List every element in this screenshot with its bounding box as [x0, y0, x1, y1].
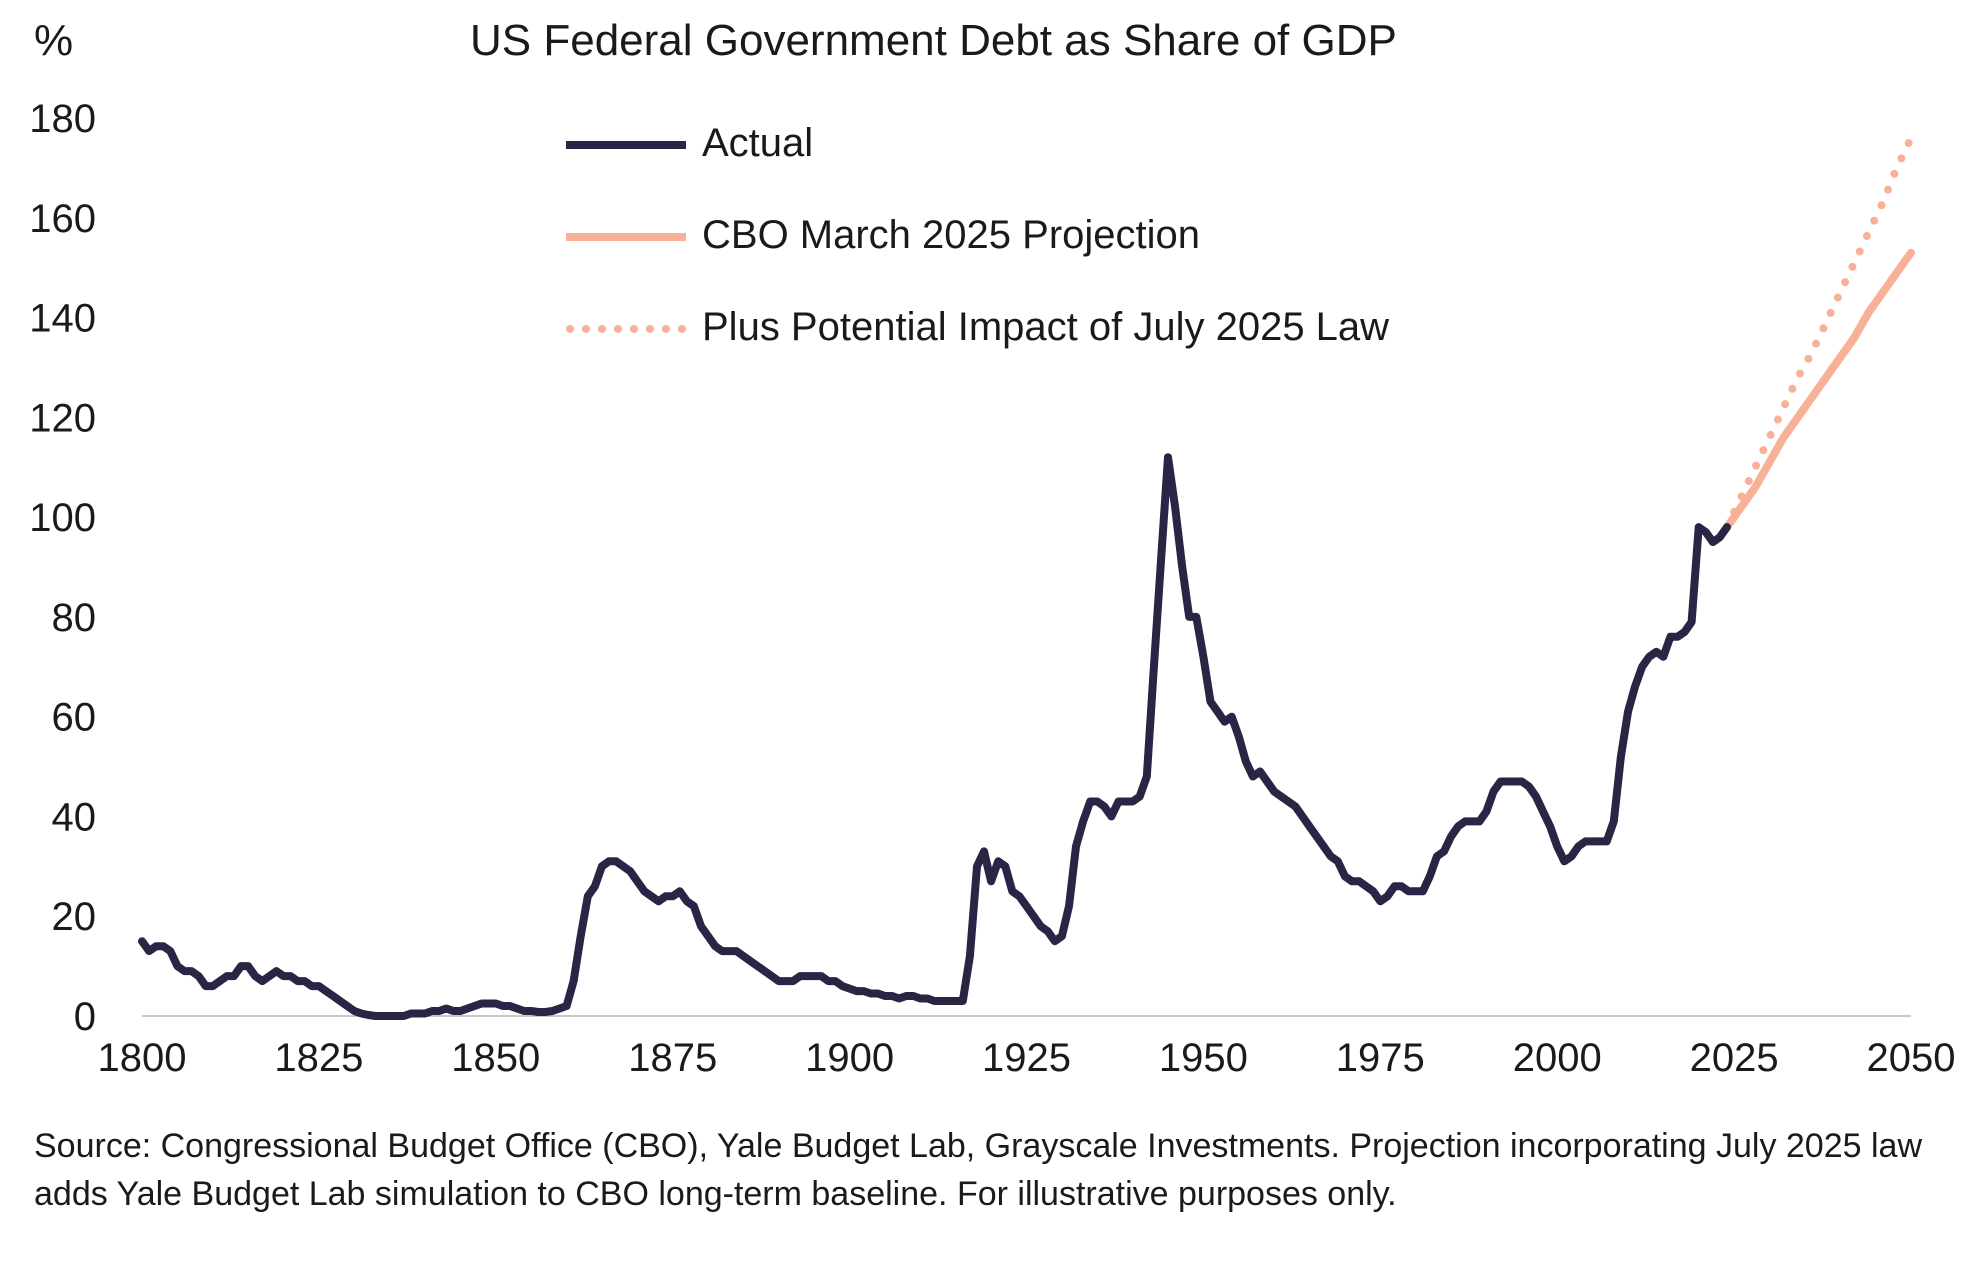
x-tick-label-2000: 2000 — [1513, 1036, 1602, 1080]
legend-item-actual: Actual — [566, 118, 1566, 168]
x-tick-label-1950: 1950 — [1159, 1036, 1248, 1080]
legend-swatch-cbo-projection — [566, 233, 686, 241]
y-tick-label-60: 60 — [52, 696, 97, 740]
source-note: Source: Congressional Budget Office (CBO… — [34, 1127, 1922, 1213]
legend-swatch-actual — [566, 141, 686, 149]
series-line-july-2025-law — [1723, 134, 1915, 532]
legend-item-cbo-projection: CBO March 2025 Projection — [566, 210, 1566, 260]
y-tick-label-140: 140 — [29, 297, 96, 341]
y-tick-label-0: 0 — [74, 995, 96, 1039]
x-tick-label-2050: 2050 — [1867, 1036, 1956, 1080]
y-tick-label-20: 20 — [52, 895, 97, 939]
y-tick-label-120: 120 — [29, 396, 96, 440]
chart-title: US Federal Government Debt as Share of G… — [470, 16, 1397, 65]
y-tick-label-180: 180 — [29, 97, 96, 141]
x-tick-label-1900: 1900 — [805, 1036, 894, 1080]
y-tick-label-160: 160 — [29, 197, 96, 241]
x-tick-label-1975: 1975 — [1336, 1036, 1425, 1080]
legend-label-july-2025-law: Plus Potential Impact of July 2025 Law — [702, 305, 1390, 349]
series-line-actual — [138, 453, 1731, 1020]
x-tick-label-2025: 2025 — [1690, 1036, 1779, 1080]
legend-swatch-july-2025-law — [566, 325, 686, 333]
y-tick-label-40: 40 — [52, 795, 97, 839]
y-tick-label-80: 80 — [52, 596, 97, 640]
x-tick-label-1925: 1925 — [982, 1036, 1071, 1080]
legend-label-cbo-projection: CBO March 2025 Projection — [702, 213, 1201, 257]
legend-item-july-2025-law: Plus Potential Impact of July 2025 Law — [566, 302, 1566, 352]
y-axis-unit-label: % — [34, 16, 74, 65]
x-tick-label-1875: 1875 — [628, 1036, 717, 1080]
series-line-cbo-projection — [1723, 248, 1915, 532]
x-tick-label-1825: 1825 — [274, 1036, 363, 1080]
legend-label-actual: Actual — [702, 121, 814, 165]
x-tick-label-1800: 1800 — [98, 1036, 187, 1080]
y-tick-label-100: 100 — [29, 496, 96, 540]
x-tick-label-1850: 1850 — [451, 1036, 540, 1080]
